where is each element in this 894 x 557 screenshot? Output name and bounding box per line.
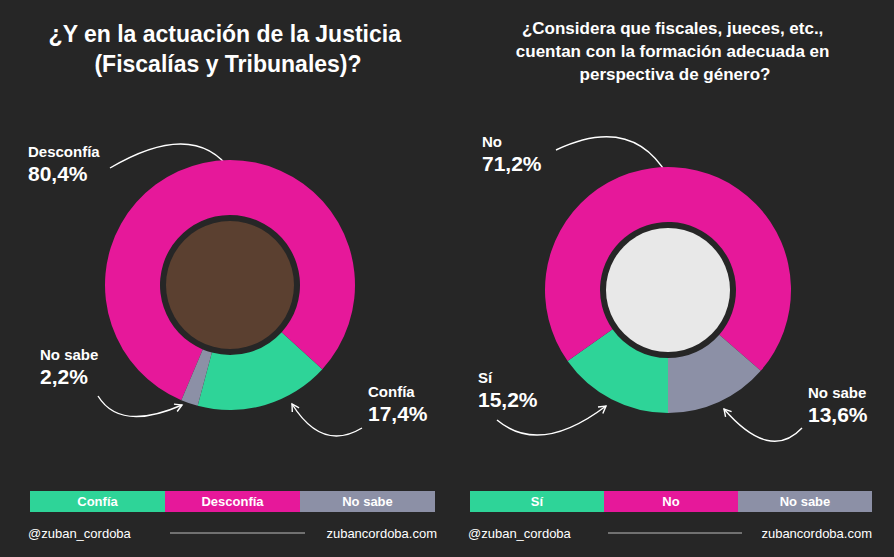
svg-text:Desconfía: Desconfía — [28, 143, 100, 160]
svg-text:No: No — [662, 494, 679, 509]
svg-text:15,2%: 15,2% — [478, 388, 538, 411]
svg-text:(Fiscalías y Tribunales)?: (Fiscalías y Tribunales)? — [94, 51, 361, 77]
svg-text:No sabe: No sabe — [780, 494, 831, 509]
svg-text:perspectiva de género?: perspectiva de género? — [580, 65, 771, 84]
svg-text:Sí: Sí — [531, 494, 544, 509]
svg-text:71,2%: 71,2% — [482, 152, 542, 175]
svg-text:¿Y en la actuación de la Justi: ¿Y en la actuación de la Justicia — [49, 21, 408, 47]
svg-text:No sabe: No sabe — [40, 346, 98, 363]
svg-text:zubancordoba.com: zubancordoba.com — [761, 526, 872, 541]
svg-text:No: No — [482, 133, 502, 150]
svg-text:cuentan con la formación adecu: cuentan con la formación adecuada en — [516, 42, 834, 61]
svg-text:Sí: Sí — [478, 369, 493, 386]
svg-text:Desconfía: Desconfía — [201, 494, 264, 509]
svg-text:2,2%: 2,2% — [40, 365, 88, 388]
svg-text:13,6%: 13,6% — [808, 403, 868, 426]
svg-text:17,4%: 17,4% — [368, 402, 428, 425]
svg-text:@zuban_cordoba: @zuban_cordoba — [468, 526, 572, 541]
svg-text:No sabe: No sabe — [808, 384, 866, 401]
svg-text:80,4%: 80,4% — [28, 162, 88, 185]
svg-text:Confía: Confía — [77, 494, 118, 509]
svg-text:@zuban_cordoba: @zuban_cordoba — [28, 526, 132, 541]
svg-text:zubancordoba.com: zubancordoba.com — [326, 526, 437, 541]
svg-text:No sabe: No sabe — [342, 494, 393, 509]
svg-text:Confía: Confía — [368, 383, 415, 400]
svg-text:¿Considera que fiscales, juece: ¿Considera que fiscales, jueces, etc., — [522, 19, 828, 38]
